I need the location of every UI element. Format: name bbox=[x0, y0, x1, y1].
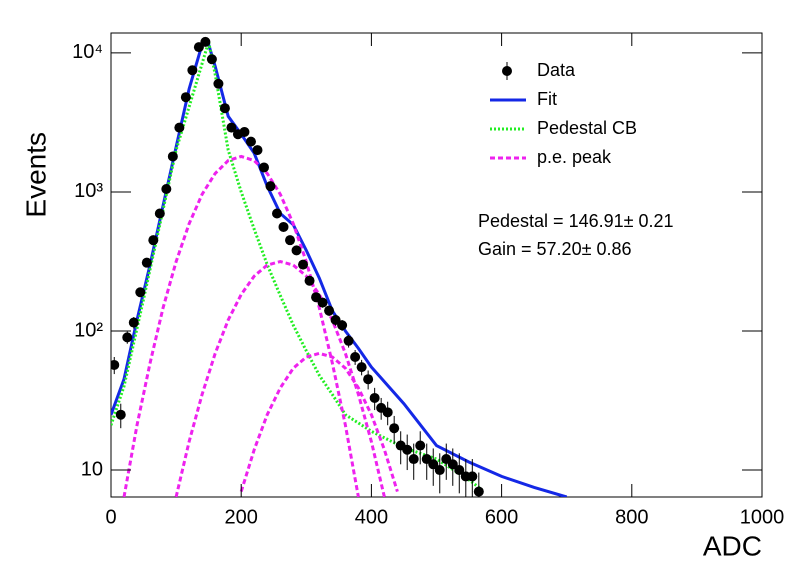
x-tick-label: 400 bbox=[355, 506, 388, 528]
legend-marker bbox=[502, 66, 512, 76]
data-point bbox=[148, 235, 159, 246]
fit-curve bbox=[111, 41, 484, 492]
data-point bbox=[454, 465, 465, 476]
x-tick-label: 0 bbox=[105, 506, 116, 528]
data-point bbox=[122, 332, 133, 343]
x-tick-label: 800 bbox=[615, 506, 648, 528]
y-tick-label: 10 bbox=[81, 458, 103, 480]
fit-curve bbox=[174, 259, 386, 497]
data-point bbox=[402, 444, 413, 455]
y-tick-label: 10⁴ bbox=[72, 41, 103, 63]
data-point bbox=[213, 78, 224, 89]
data-point bbox=[350, 352, 361, 363]
data-point bbox=[239, 126, 250, 137]
fit-curve bbox=[111, 42, 568, 497]
data-point bbox=[174, 122, 185, 133]
fit-curve bbox=[122, 154, 360, 497]
data-point bbox=[473, 486, 484, 497]
data-point bbox=[154, 208, 165, 219]
data-point bbox=[285, 235, 296, 246]
data-point bbox=[111, 359, 120, 370]
data-point bbox=[245, 136, 256, 147]
x-tick-label: 1000 bbox=[740, 506, 785, 528]
data-point bbox=[304, 275, 315, 286]
annotation: Pedestal = 146.91± 0.21 bbox=[478, 211, 674, 231]
y-axis-title: Events bbox=[20, 132, 51, 218]
data-point bbox=[258, 162, 269, 173]
data-point bbox=[200, 36, 211, 47]
data-point bbox=[291, 245, 302, 256]
data-point bbox=[389, 423, 400, 434]
data-point bbox=[115, 409, 126, 420]
y-tick-label: 10² bbox=[74, 319, 103, 341]
data-point bbox=[428, 459, 439, 470]
data-point bbox=[128, 317, 139, 328]
data-point bbox=[206, 54, 217, 65]
data-point bbox=[337, 320, 348, 331]
data-point bbox=[278, 221, 289, 232]
data-point bbox=[415, 440, 426, 451]
x-tick-label: 200 bbox=[225, 506, 258, 528]
x-axis-title: ADC bbox=[703, 530, 762, 561]
data-point bbox=[265, 181, 276, 192]
plot-frame bbox=[110, 32, 763, 498]
data-point bbox=[324, 305, 335, 316]
data-point bbox=[135, 287, 146, 298]
data-point bbox=[408, 454, 419, 465]
legend-label: p.e. peak bbox=[537, 147, 612, 167]
data-point bbox=[343, 335, 354, 346]
data-point bbox=[369, 392, 380, 403]
data-point bbox=[226, 122, 237, 133]
data-point bbox=[272, 208, 283, 219]
legend-label: Pedestal CB bbox=[537, 118, 637, 138]
fit-curve bbox=[239, 351, 399, 493]
data-point bbox=[363, 374, 374, 385]
data-point bbox=[467, 471, 478, 482]
x-tick-label: 600 bbox=[485, 506, 518, 528]
data-point bbox=[317, 297, 328, 308]
data-point bbox=[298, 259, 309, 270]
data-point bbox=[356, 362, 367, 373]
data-point bbox=[187, 65, 198, 76]
data-point bbox=[447, 459, 458, 470]
data-point bbox=[219, 103, 230, 114]
data-point bbox=[180, 92, 191, 103]
legend-label: Data bbox=[537, 60, 576, 80]
legend-label: Fit bbox=[537, 89, 557, 109]
y-tick-label: 10³ bbox=[74, 180, 103, 202]
data-point bbox=[141, 257, 152, 268]
annotation: Gain = 57.20± 0.86 bbox=[478, 239, 632, 259]
data-point bbox=[161, 183, 172, 194]
data-point bbox=[252, 145, 263, 156]
data-point bbox=[434, 465, 445, 476]
data-point bbox=[167, 151, 178, 162]
data-point bbox=[382, 407, 393, 418]
plot-area bbox=[111, 36, 568, 497]
